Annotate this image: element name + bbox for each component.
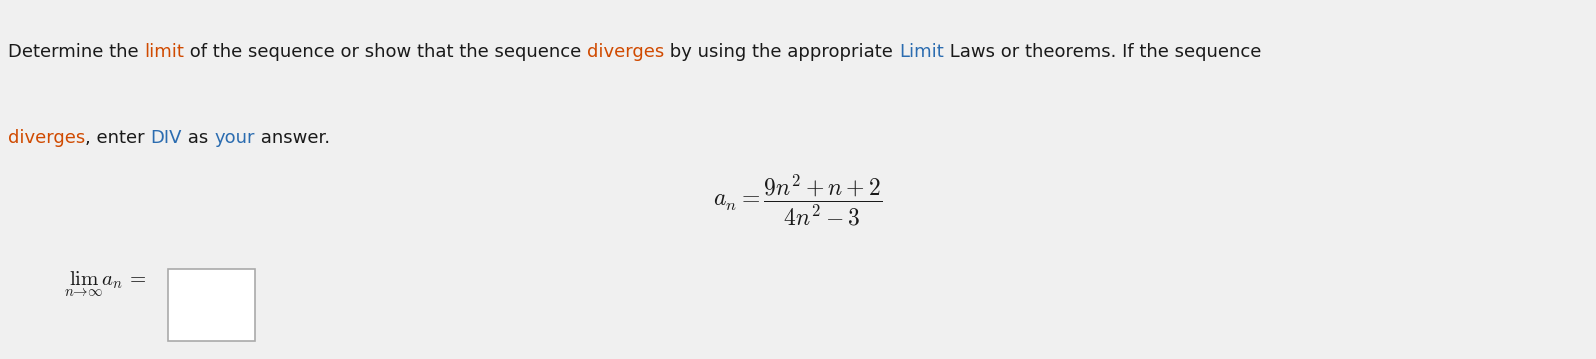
Text: $\lim_{n \to \infty} a_n =$: $\lim_{n \to \infty} a_n =$	[64, 269, 147, 299]
Text: Laws or theorems. If the sequence: Laws or theorems. If the sequence	[943, 43, 1261, 61]
FancyBboxPatch shape	[168, 269, 255, 341]
Text: diverges: diverges	[8, 129, 85, 147]
Text: DIV: DIV	[150, 129, 182, 147]
Text: $a_n = \dfrac{9n^2 + n + 2}{4n^2 - 3}$: $a_n = \dfrac{9n^2 + n + 2}{4n^2 - 3}$	[713, 172, 883, 228]
Text: by using the appropriate: by using the appropriate	[664, 43, 899, 61]
Text: of the sequence or show that the sequence: of the sequence or show that the sequenc…	[184, 43, 587, 61]
Text: as: as	[182, 129, 214, 147]
Text: Limit: Limit	[899, 43, 943, 61]
Text: diverges: diverges	[587, 43, 664, 61]
Text: , enter: , enter	[85, 129, 150, 147]
Text: answer.: answer.	[255, 129, 330, 147]
Text: Determine the: Determine the	[8, 43, 144, 61]
Text: your: your	[214, 129, 255, 147]
Text: limit: limit	[144, 43, 184, 61]
